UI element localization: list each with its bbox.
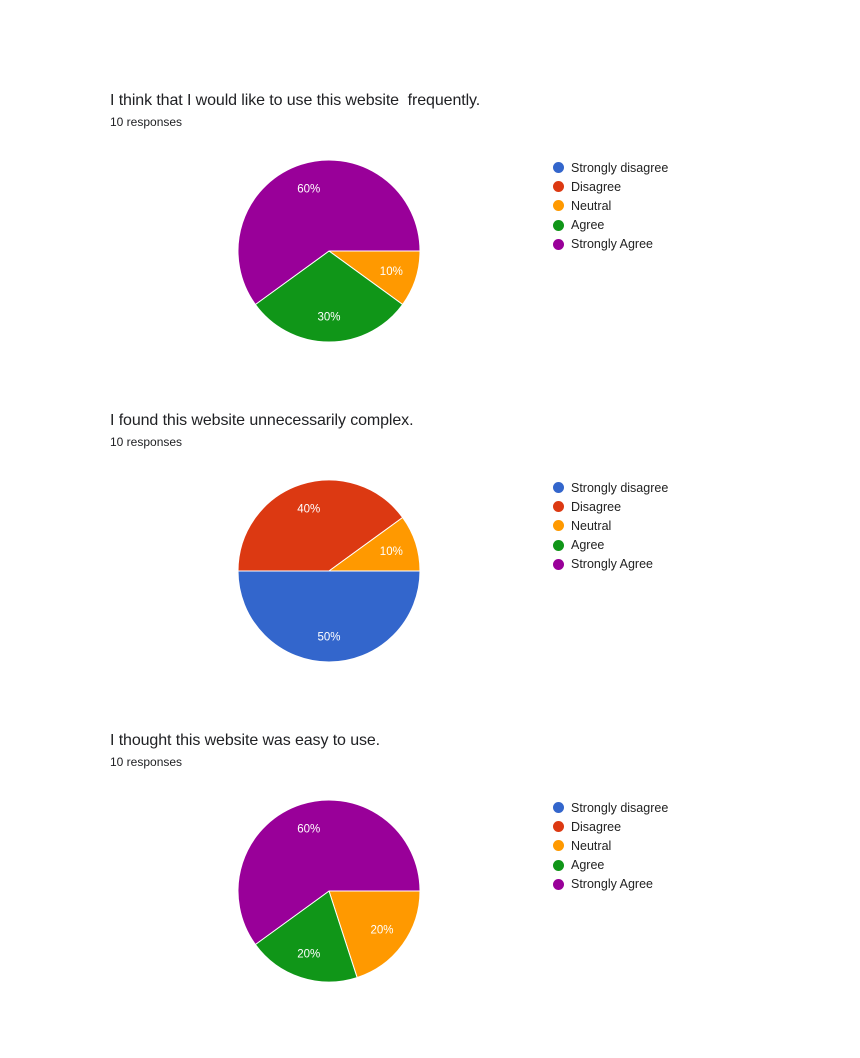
legend-item[interactable]: Neutral: [553, 836, 668, 855]
pie-chart: 20% 20% 60%: [237, 799, 421, 983]
legend-label: Strongly disagree: [571, 480, 669, 495]
chart-legend: Strongly disagree Disagree Neutral Agree Str…: [553, 798, 668, 894]
pie-chart: 50% 40% 10%: [237, 479, 421, 663]
slice-label: 20%: [297, 948, 320, 960]
pie-slice[interactable]: [254, 250, 404, 343]
pie-slice[interactable]: [237, 570, 421, 663]
legend-dot-icon: [553, 821, 564, 833]
legend-dot-icon: [553, 859, 564, 871]
pie-slice[interactable]: [237, 799, 421, 946]
legend-dot-icon: [553, 558, 564, 570]
legend-dot-icon: [553, 238, 564, 250]
legend-dot-icon: [553, 162, 564, 174]
legend-item[interactable]: Agree: [553, 216, 668, 235]
legend-label: Agree: [571, 538, 605, 553]
slice-label: 60%: [297, 184, 320, 196]
legend-item[interactable]: Disagree: [553, 177, 668, 196]
pie-slice[interactable]: [328, 890, 421, 979]
legend-label: Neutral: [571, 518, 612, 533]
legend-item[interactable]: Strongly Agree: [553, 875, 668, 894]
slice-label: 30%: [317, 312, 340, 324]
question-section-2: I found this website unnecessarily compl…: [0, 404, 860, 724]
slice-label: 40%: [297, 504, 320, 516]
pie-slice[interactable]: [327, 516, 421, 572]
legend-dot-icon: [553, 539, 564, 551]
legend-label: Disagree: [571, 179, 622, 194]
legend-dot-icon: [553, 200, 564, 212]
question-section-3: I thought this website was easy to use. …: [0, 724, 860, 1044]
question-title: I thought this website was easy to use.: [110, 732, 381, 749]
slice-label: 60%: [297, 824, 320, 836]
legend-dot-icon: [553, 802, 564, 814]
legend-dot-icon: [553, 520, 564, 532]
slice-label: 20%: [370, 925, 393, 937]
legend-label: Agree: [571, 218, 605, 233]
question-title: I think that I would like to use this we…: [110, 92, 481, 109]
legend-item[interactable]: Neutral: [553, 196, 668, 215]
slice-label: 10%: [380, 546, 403, 558]
question-section-1: I think that I would like to use this we…: [0, 84, 860, 404]
legend-label: Strongly disagree: [571, 800, 669, 815]
legend-dot-icon: [553, 878, 564, 890]
legend-item[interactable]: Strongly disagree: [553, 158, 668, 177]
pie-slice[interactable]: [254, 890, 358, 983]
pie-chart: 10% 30% 60%: [237, 159, 421, 343]
legend-label: Strongly Agree: [571, 237, 653, 252]
legend-dot-icon: [553, 840, 564, 852]
legend-label: Disagree: [571, 819, 622, 834]
question-title: I found this website unnecessarily compl…: [110, 412, 414, 429]
legend-item[interactable]: Agree: [553, 856, 668, 875]
legend-label: Neutral: [571, 838, 612, 853]
legend-dot-icon: [553, 181, 564, 193]
legend-dot-icon: [553, 219, 564, 231]
slice-label: 10%: [380, 266, 403, 278]
legend-dot-icon: [553, 482, 564, 494]
legend-item[interactable]: Strongly disagree: [553, 798, 668, 817]
legend-item[interactable]: Agree: [553, 536, 668, 555]
chart-legend: Strongly disagree Disagree Neutral Agree Str…: [553, 478, 668, 574]
legend-item[interactable]: Strongly Agree: [553, 235, 668, 254]
legend-label: Disagree: [571, 499, 622, 514]
legend-label: Agree: [571, 858, 605, 873]
response-count: 10 responses: [110, 755, 183, 769]
legend-label: Strongly Agree: [571, 557, 653, 572]
legend-item[interactable]: Disagree: [553, 817, 668, 836]
legend-item[interactable]: Strongly Agree: [553, 555, 668, 574]
pie-slice[interactable]: [237, 479, 404, 572]
legend-label: Neutral: [571, 198, 612, 213]
pie-slice[interactable]: [237, 159, 421, 306]
legend-item[interactable]: Neutral: [553, 516, 668, 535]
slice-label: 50%: [317, 632, 340, 644]
chart-legend: Strongly disagree Disagree Neutral Agree Str…: [553, 158, 668, 254]
legend-item[interactable]: Disagree: [553, 497, 668, 516]
legend-item[interactable]: Strongly disagree: [553, 478, 668, 497]
response-count: 10 responses: [110, 435, 183, 449]
legend-label: Strongly Agree: [571, 877, 653, 892]
legend-dot-icon: [553, 501, 564, 513]
legend-label: Strongly disagree: [571, 160, 669, 175]
response-count: 10 responses: [110, 115, 183, 129]
